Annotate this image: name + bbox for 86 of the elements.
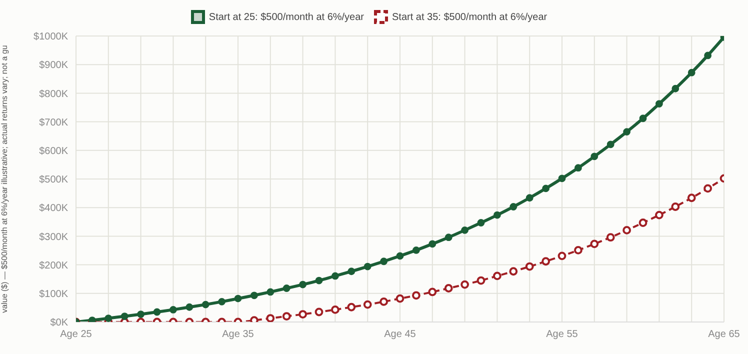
point bbox=[510, 203, 518, 210]
point bbox=[590, 152, 598, 160]
y-tick-label: $0K bbox=[50, 318, 68, 329]
point bbox=[461, 226, 468, 234]
point bbox=[494, 211, 501, 219]
point bbox=[428, 240, 436, 248]
point bbox=[574, 246, 582, 254]
x-tick-label: Age 55 bbox=[546, 329, 578, 340]
y-tick-label: $400K bbox=[39, 203, 68, 214]
point bbox=[509, 267, 518, 276]
x-tick-label: Age 25 bbox=[60, 329, 92, 340]
point bbox=[460, 280, 469, 289]
legend-label: Start at 25: $500/month at 6%/year bbox=[208, 10, 364, 24]
point bbox=[120, 312, 128, 320]
point bbox=[396, 294, 404, 303]
point bbox=[412, 291, 420, 300]
y-axis-title: value ($) — $500/month at 6%/year illustrative; actual returns vary; not a gu bbox=[0, 45, 9, 313]
point bbox=[590, 240, 599, 248]
point bbox=[444, 284, 453, 292]
x-tick-label: Age 65 bbox=[708, 329, 740, 340]
point bbox=[104, 314, 112, 322]
point bbox=[638, 218, 648, 227]
point bbox=[250, 316, 258, 322]
point bbox=[704, 52, 712, 60]
point bbox=[622, 226, 631, 234]
point bbox=[218, 298, 226, 306]
point bbox=[558, 174, 566, 182]
point bbox=[137, 310, 144, 318]
point bbox=[671, 202, 680, 211]
point bbox=[477, 219, 485, 226]
point bbox=[266, 288, 274, 296]
point bbox=[347, 302, 356, 312]
point bbox=[170, 306, 177, 314]
point bbox=[314, 308, 324, 316]
point bbox=[687, 194, 696, 202]
point bbox=[250, 292, 258, 300]
point bbox=[348, 268, 356, 276]
point bbox=[623, 128, 630, 136]
y-tick-label: $700K bbox=[39, 117, 68, 128]
x-tick-label: Age 45 bbox=[384, 329, 416, 340]
y-tick-label: $900K bbox=[39, 60, 68, 72]
y-tick-label: $800K bbox=[39, 88, 68, 100]
point bbox=[542, 257, 550, 266]
point bbox=[380, 258, 388, 266]
y-tick-label: $100K bbox=[39, 288, 68, 300]
y-tick-label: $200K bbox=[39, 260, 68, 272]
point bbox=[688, 68, 696, 76]
point bbox=[298, 310, 307, 318]
point bbox=[412, 246, 420, 254]
legend-label: Start at 35: $500/month at 6%/year bbox=[391, 10, 548, 24]
point bbox=[364, 262, 372, 270]
point bbox=[315, 276, 323, 284]
point bbox=[186, 303, 194, 311]
point bbox=[331, 306, 340, 314]
point bbox=[655, 210, 664, 220]
point bbox=[493, 272, 502, 280]
point bbox=[282, 284, 290, 292]
point bbox=[606, 140, 614, 148]
point bbox=[542, 184, 550, 192]
point bbox=[606, 233, 615, 242]
point bbox=[672, 84, 680, 92]
point bbox=[704, 184, 712, 193]
point bbox=[299, 280, 306, 288]
point bbox=[396, 252, 404, 260]
point bbox=[282, 312, 291, 320]
point bbox=[380, 297, 388, 306]
y-tick-label: $300K bbox=[39, 232, 68, 243]
point bbox=[526, 194, 534, 202]
point bbox=[332, 272, 339, 280]
y-tick-label: $1000K bbox=[34, 32, 68, 43]
point bbox=[363, 300, 372, 309]
point bbox=[574, 164, 582, 172]
point bbox=[476, 276, 486, 285]
y-tick-label: $600K bbox=[39, 146, 68, 157]
point bbox=[234, 294, 242, 302]
point bbox=[428, 288, 437, 296]
point bbox=[202, 300, 210, 308]
x-tick-label: Age 35 bbox=[222, 329, 254, 340]
point bbox=[558, 252, 566, 260]
point bbox=[153, 308, 161, 316]
point bbox=[525, 262, 534, 271]
point bbox=[444, 234, 452, 242]
point bbox=[656, 100, 663, 108]
point bbox=[266, 314, 275, 322]
y-tick-label: $500K bbox=[39, 174, 68, 186]
point bbox=[639, 114, 647, 122]
